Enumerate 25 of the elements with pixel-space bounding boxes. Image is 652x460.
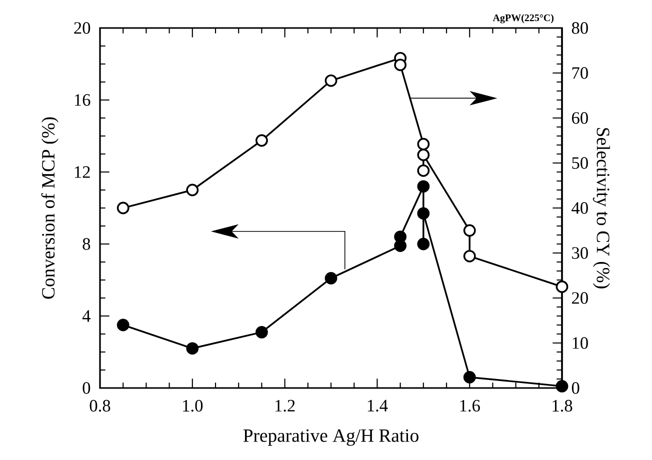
y-tick-label: 8 <box>82 238 90 250</box>
text: AgPW(225°C) <box>492 14 554 24</box>
y-axis-title: Conversion of MCP (%) <box>41 117 58 299</box>
x-tick-label: 1.8 <box>552 400 572 412</box>
y2-tick-label: 80 <box>572 22 588 34</box>
y-tick-label: 4 <box>82 310 90 322</box>
x-tick-label: 1.6 <box>460 400 480 412</box>
x-tick-label: 1.2 <box>275 400 295 412</box>
y2-tick-label: 60 <box>572 112 588 124</box>
x-tick-label: 1.4 <box>368 400 388 412</box>
x-tick-label: 1.0 <box>183 400 203 412</box>
y-tick-label: 16 <box>74 94 90 106</box>
y2-tick-label: 70 <box>572 67 588 79</box>
y-tick-label: 20 <box>74 22 90 34</box>
y2-tick-label: 50 <box>572 157 588 169</box>
y2-tick-label: 10 <box>572 337 588 349</box>
y2-axis-title: Selectivity to CY (%) <box>592 128 610 288</box>
y2-tick-label: 30 <box>572 247 588 259</box>
y2-tick-label: 40 <box>572 202 588 214</box>
y-tick-label: 12 <box>74 166 90 178</box>
y-tick-label: 0 <box>82 382 90 394</box>
x-tick-label: 0.8 <box>90 400 110 412</box>
y2-tick-label: 0 <box>572 382 580 394</box>
x-axis-title: Preparative Ag/H Ratio <box>243 429 418 446</box>
y2-tick-label: 20 <box>572 292 588 304</box>
